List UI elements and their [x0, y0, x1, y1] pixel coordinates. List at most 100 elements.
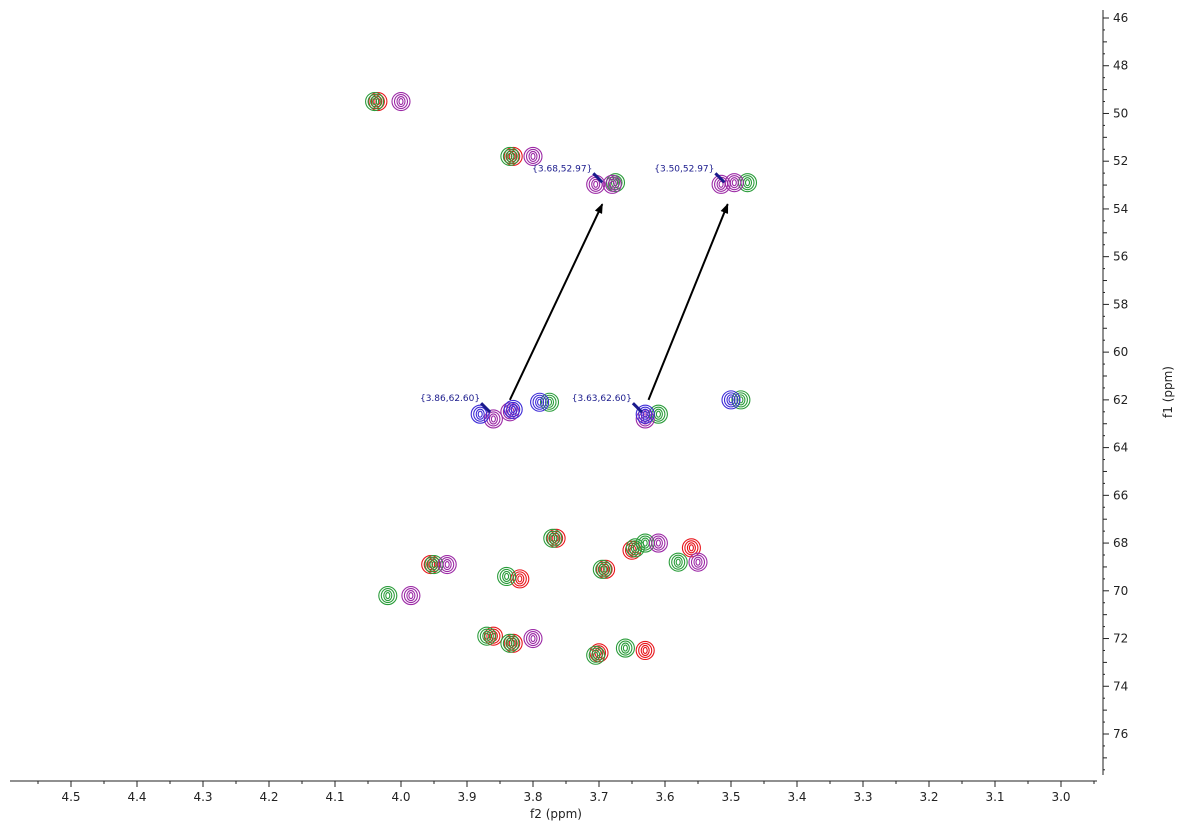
contour-ring: [731, 179, 737, 187]
x-tick-label: 3.1: [985, 790, 1004, 804]
contour-ring: [475, 408, 485, 420]
contour-ring: [651, 535, 666, 551]
contour-peak: [737, 173, 758, 193]
annotation-label: {3.50,52.97}: [654, 164, 714, 174]
contour-ring: [727, 175, 742, 191]
x-tick-label: 3.6: [655, 790, 674, 804]
contour-peak: [391, 91, 411, 112]
contour-peak: [543, 528, 563, 548]
contour-ring: [503, 633, 523, 653]
contour-ring: [503, 146, 523, 166]
y-tick-label: 70: [1113, 584, 1128, 598]
contour-ring: [648, 533, 668, 553]
contour-ring: [591, 178, 601, 190]
contour-ring: [640, 413, 650, 425]
contour-ring: [517, 575, 523, 583]
y-tick-label: 54: [1113, 202, 1128, 216]
contour-ring: [605, 176, 620, 192]
contour-ring: [593, 180, 599, 188]
contour-ring: [601, 563, 611, 575]
contour-ring: [607, 178, 617, 190]
contour-ring: [592, 559, 612, 579]
contour-ring: [599, 565, 605, 573]
contour-ring: [486, 411, 501, 427]
contour-ring: [510, 405, 516, 413]
contour-ring: [370, 93, 385, 110]
y-tick-label: 50: [1113, 106, 1128, 120]
x-tick-label: 4.3: [193, 790, 212, 804]
x-tick-label: 3.9: [457, 790, 476, 804]
contour-ring: [655, 410, 661, 418]
contour-ring: [385, 592, 391, 600]
contour-ring: [686, 542, 696, 554]
contour-ring: [635, 404, 655, 424]
contour-ring: [500, 633, 520, 653]
contour-ring: [675, 558, 681, 566]
contour-peak: [648, 533, 668, 553]
contour-ring: [490, 415, 496, 423]
contour-peak: [724, 173, 744, 193]
contour-ring: [507, 639, 513, 647]
y-tick-label: 56: [1113, 250, 1128, 264]
contour-ring: [503, 399, 523, 419]
contour-ring: [596, 559, 616, 579]
contour-ring: [528, 632, 538, 645]
contour-peak: [731, 390, 751, 410]
contour-ring: [479, 628, 494, 644]
annotation-label: {3.63,62.60}: [572, 394, 632, 404]
contour-peak: [615, 638, 635, 658]
y-tick-label: 66: [1113, 488, 1128, 502]
contour-ring: [477, 410, 483, 418]
contour-ring: [731, 390, 751, 410]
contour-ring: [505, 637, 515, 649]
contour-ring: [609, 180, 615, 188]
contour-ring: [532, 394, 547, 410]
annotation-leader: [631, 402, 643, 414]
x-tick-label: 4.5: [61, 790, 80, 804]
y-tick-label: 72: [1113, 632, 1128, 646]
contour-ring: [728, 396, 734, 404]
contour-ring: [591, 649, 601, 661]
contour-ring: [620, 642, 630, 654]
x-tick-label: 3.7: [589, 790, 608, 804]
contour-ring: [426, 558, 436, 571]
contour-ring: [488, 630, 498, 642]
contour-ring: [367, 93, 382, 110]
annotation-label: {3.86,62.60}: [420, 394, 480, 404]
contour-ring: [630, 542, 640, 554]
contour-ring: [549, 530, 564, 546]
contour-ring: [638, 406, 653, 422]
contour-ring: [539, 392, 560, 412]
contour-ring: [403, 588, 418, 604]
contour-peak: [437, 554, 457, 575]
contour-series: [391, 91, 744, 649]
contour-peak: [503, 399, 523, 419]
contour-ring: [482, 630, 492, 642]
contour-ring: [693, 556, 703, 568]
contour-ring: [508, 150, 518, 162]
peak-annotation: {3.86,62.60}: [420, 394, 492, 414]
contour-ring: [542, 394, 557, 410]
axes: 4.5 4.4 4.3 4.2 4.1 4.0 3.9 3.8 3.7 3.6 3.5 3.4 3.3 3…: [10, 10, 1128, 804]
contour-ring: [543, 528, 563, 548]
contour-ring: [640, 644, 650, 657]
contour-ring: [642, 646, 648, 655]
contour-ring: [535, 396, 545, 408]
contour-ring: [640, 408, 650, 420]
contour-ring: [523, 628, 543, 649]
contour-peak: [635, 404, 655, 424]
y-tick-label: 68: [1113, 536, 1128, 550]
contour-ring: [380, 588, 395, 604]
annotation-leader: [592, 172, 604, 184]
contour-ring: [507, 152, 513, 160]
contour-ring: [642, 539, 648, 547]
contour-ring: [391, 91, 411, 112]
contour-ring: [530, 634, 536, 643]
contour-ring: [523, 146, 543, 166]
contour-ring: [673, 556, 683, 568]
contour-ring: [506, 401, 521, 417]
x-tick-label: 4.2: [259, 790, 278, 804]
contour-series: [365, 91, 758, 665]
contour-ring: [502, 635, 517, 651]
